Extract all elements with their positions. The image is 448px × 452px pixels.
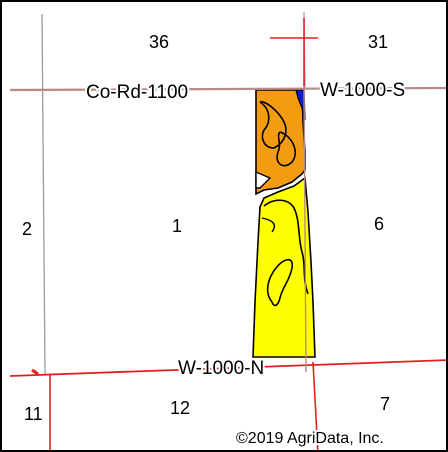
road-label-co-rd-1100: Co-Rd-1100 <box>86 82 188 103</box>
road-co-rd-1100 <box>9 86 446 92</box>
section-6-label: 6 <box>374 214 384 234</box>
copyright-notice: ©2019 AgriData, Inc. <box>236 430 384 447</box>
section-7-label: 7 <box>380 394 390 414</box>
section-12-label: 12 <box>170 398 190 418</box>
section-36-label: 36 <box>149 32 169 52</box>
section-1-label: 1 <box>172 216 182 236</box>
field-parcel <box>252 89 316 358</box>
road-label-w-1000-n: W-1000-N <box>178 358 264 379</box>
section-2-label: 2 <box>22 219 32 239</box>
section-11-label: 11 <box>24 404 43 424</box>
section-31-label: 31 <box>368 32 388 52</box>
soil-zone-yellow <box>252 176 316 358</box>
road-label-w-1000-s: W-1000-S <box>320 80 405 101</box>
soil-notch <box>255 170 272 189</box>
roads <box>9 18 446 450</box>
